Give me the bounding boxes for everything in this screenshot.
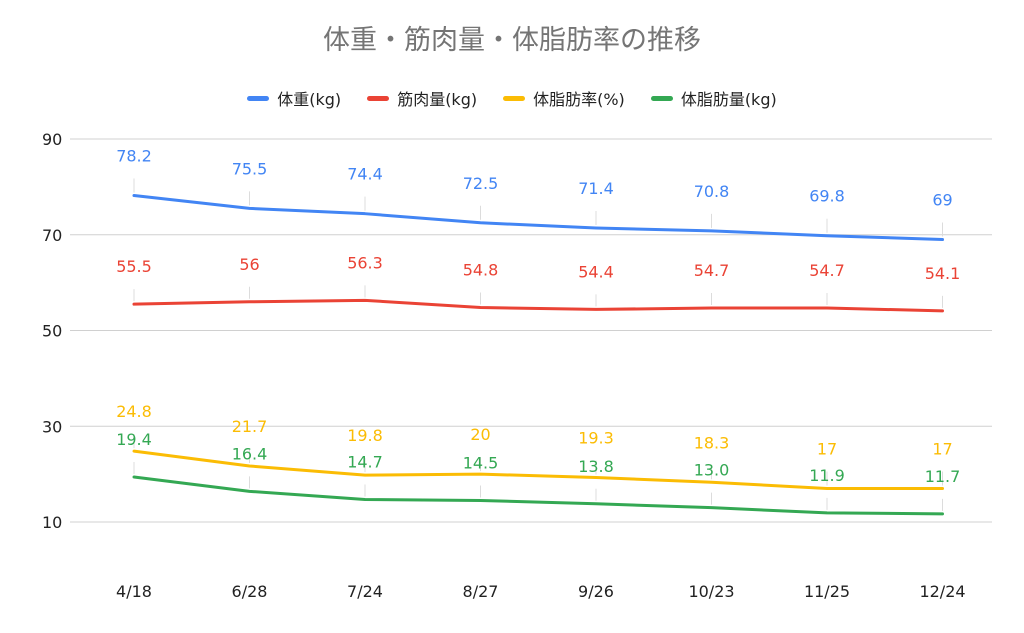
series-line-0 — [132, 193, 944, 242]
x-tick-label: 8/27 — [463, 582, 499, 601]
data-label: 17 — [932, 439, 952, 458]
legend-label-weight: 体重(kg) — [277, 90, 342, 109]
data-label: 21.7 — [232, 417, 268, 436]
data-label: 70.8 — [694, 182, 730, 201]
data-label: 54.7 — [809, 261, 845, 280]
data-label: 54.4 — [578, 262, 614, 281]
y-tick-label: 30 — [42, 417, 62, 436]
x-tick-label: 12/24 — [919, 582, 965, 601]
x-tick-label: 4/18 — [116, 582, 152, 601]
data-label: 54.7 — [694, 261, 730, 280]
data-label: 72.5 — [463, 174, 499, 193]
data-label: 74.4 — [347, 165, 383, 184]
data-label: 69 — [932, 191, 952, 210]
data-label: 13.0 — [694, 461, 730, 480]
data-label: 11.7 — [925, 467, 961, 486]
x-tick-label: 10/23 — [688, 582, 734, 601]
data-label: 19.3 — [578, 428, 614, 447]
legend-swatch-weight — [247, 95, 270, 101]
legend-swatch-muscle — [367, 95, 390, 101]
data-label: 24.8 — [116, 402, 152, 421]
legend-label-body-fat-mass: 体脂肪量(kg) — [680, 90, 777, 109]
data-label: 56 — [239, 255, 259, 274]
data-label: 78.2 — [116, 146, 152, 165]
legend-swatch-body-fat-mass — [650, 95, 673, 101]
legend-label-body-fat-rate: 体脂肪率(%) — [533, 90, 625, 109]
data-label: 71.4 — [578, 179, 614, 198]
data-label: 14.7 — [347, 452, 383, 471]
chart-title: 体重・筋肉量・体脂肪率の推移 — [323, 25, 701, 56]
series-line-1 — [132, 298, 944, 313]
legend: 体重(kg) 筋肉量(kg) 体脂肪率(%) 体脂肪量(kg) — [0, 86, 1024, 110]
data-label: 16.4 — [232, 444, 268, 463]
legend-swatch-body-fat-rate — [503, 95, 526, 101]
series-line-2 — [132, 449, 944, 490]
x-tick-label: 9/26 — [578, 582, 614, 601]
x-tick-label: 6/28 — [232, 582, 268, 601]
data-label: 19.8 — [347, 426, 383, 445]
y-tick-label: 10 — [42, 513, 62, 532]
series-line-3 — [132, 475, 944, 516]
x-tick-label: 7/24 — [347, 582, 383, 601]
data-label: 17 — [817, 439, 837, 458]
legend-item-weight[interactable]: 体重(kg) — [247, 86, 341, 110]
data-label: 54.8 — [463, 261, 499, 280]
legend-item-body-fat-mass[interactable]: 体脂肪量(kg) — [650, 86, 777, 110]
data-label: 54.1 — [925, 264, 961, 283]
data-label: 14.5 — [463, 453, 499, 472]
x-tick-label: 11/25 — [804, 582, 850, 601]
data-label: 18.3 — [694, 433, 730, 452]
y-tick-label: 70 — [42, 226, 62, 245]
data-label: 11.9 — [809, 466, 845, 485]
data-label: 19.4 — [116, 430, 152, 449]
data-label: 13.8 — [578, 457, 614, 476]
y-tick-label: 90 — [42, 130, 62, 149]
legend-label-muscle: 筋肉量(kg) — [397, 90, 478, 109]
y-tick-label: 50 — [42, 322, 62, 341]
data-label: 56.3 — [347, 253, 383, 272]
legend-item-muscle[interactable]: 筋肉量(kg) — [367, 86, 477, 110]
legend-item-body-fat-rate[interactable]: 体脂肪率(%) — [503, 86, 625, 110]
data-label: 69.8 — [809, 187, 845, 206]
data-label: 20 — [470, 425, 490, 444]
data-label: 55.5 — [116, 257, 152, 276]
data-label: 75.5 — [232, 159, 268, 178]
